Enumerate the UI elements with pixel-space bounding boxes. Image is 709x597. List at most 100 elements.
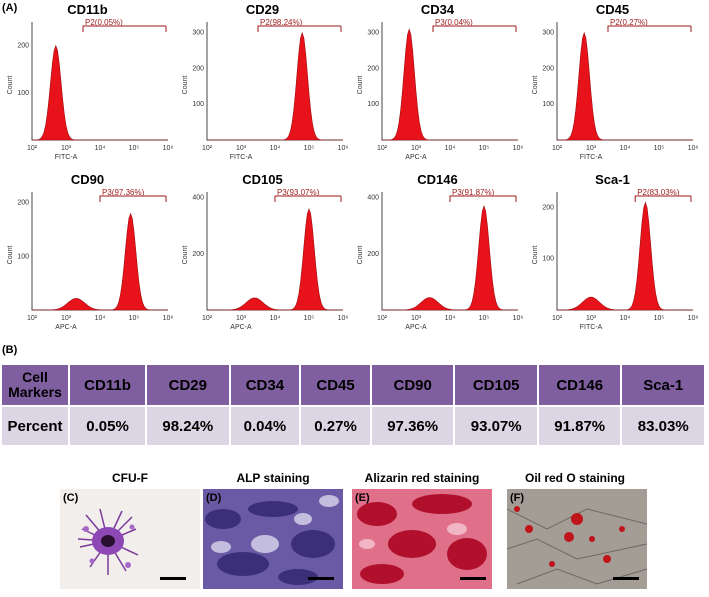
x-axis-label: FITC-A	[580, 324, 603, 330]
y-tick-label: 200	[17, 200, 29, 207]
histogram-area	[32, 212, 168, 311]
x-axis-label: FITC-A	[580, 154, 603, 160]
x-tick-label: 10⁶	[513, 145, 524, 152]
histogram-area	[382, 28, 518, 141]
x-tick-label: 10³	[236, 315, 247, 322]
x-tick-label: 10⁴	[445, 315, 456, 322]
y-tick-label: 200	[192, 65, 204, 72]
y-tick-label: 100	[542, 256, 554, 263]
header-cd11b: CD11b	[70, 365, 146, 405]
x-tick-label: 10³	[61, 315, 72, 322]
histogram-cd105: CD105 P3(93.07%) 10² 10³ 10⁴ 10⁵ 10⁶ APC-A 200 40…	[175, 170, 350, 330]
table-header-row: Cell Markers CD11b CD29 CD34 CD45 CD90 C…	[2, 365, 704, 405]
histogram-title: CD146	[417, 172, 458, 187]
y-tick-label: 300	[192, 30, 204, 37]
x-tick-label: 10⁵	[304, 315, 315, 322]
x-tick-label: 10⁴	[270, 145, 281, 152]
oil-red-o-stain-image	[507, 489, 647, 589]
y-tick-label: 200	[192, 251, 204, 258]
x-tick-label: 10⁴	[95, 145, 106, 152]
gate-label: P2(98.24%)	[260, 18, 303, 27]
histogram-cd90: CD90 P3(97.36%) 10² 10³ 10⁴ 10⁵ 10⁶ APC-A 100 200…	[0, 170, 175, 330]
x-tick-label: 10³	[586, 145, 597, 152]
photo-oilred: (F)	[507, 489, 647, 589]
y-tick-label: 100	[367, 101, 379, 108]
histogram-area	[32, 44, 168, 141]
y-axis-label: Count	[357, 246, 364, 265]
photo-label-c: (C)	[63, 492, 79, 504]
x-tick-label: 10⁵	[479, 145, 490, 152]
x-tick-label: 10³	[411, 315, 422, 322]
gate-label: P3(97.36%)	[102, 188, 145, 197]
gate-marker	[449, 195, 517, 202]
y-tick-label: 100	[17, 90, 29, 97]
axes	[381, 192, 518, 311]
x-tick-label: 10³	[411, 145, 422, 152]
histogram-cd29: CD29 P2(98.24%) 10² 10³ 10⁴ 10⁵ 10⁶ FITC-A 100 20…	[175, 0, 350, 160]
header-cell-markers: Cell Markers	[2, 365, 68, 405]
histogram-plot: P3(97.36%) 10² 10³ 10⁴ 10⁵ 10⁶ APC-A 100 200 Coun…	[7, 188, 174, 330]
x-axis-label: APC-A	[405, 324, 427, 330]
histogram-plot: P2(98.24%) 10² 10³ 10⁴ 10⁵ 10⁶ FITC-A 100 200 300…	[182, 18, 349, 160]
header-cd45: CD45	[301, 365, 370, 405]
axes	[31, 192, 168, 311]
histogram-title: Sca-1	[595, 172, 630, 187]
header-cd34: CD34	[230, 365, 300, 405]
gate-marker	[274, 195, 342, 202]
histogram-area	[207, 207, 343, 311]
y-axis-label: Count	[532, 76, 539, 95]
x-axis-label: FITC-A	[230, 154, 253, 160]
x-axis-label: APC-A	[230, 324, 252, 330]
header-cd146: CD146	[538, 365, 621, 405]
histogram-cd11b: CD11b P2(0.05%) 10² 10³ 10⁴ 10⁵ 10⁶ FITC-A 100 20…	[0, 0, 175, 160]
gate-marker	[82, 25, 167, 32]
photo-alp: (D)	[203, 489, 343, 589]
gate-label: P3(93.07%)	[277, 188, 320, 197]
histogram-title: CD90	[70, 172, 105, 187]
header-sca1: Sca-1	[622, 365, 704, 405]
photo-label-e: (E)	[355, 492, 370, 504]
y-tick-label: 200	[367, 65, 379, 72]
photo-label-f: (F)	[510, 492, 525, 504]
scale-bar-d	[308, 577, 334, 580]
scale-bar-c	[160, 577, 186, 580]
histogram-plot: P3(0.04%) 10² 10³ 10⁴ 10⁵ 10⁶ APC-A 100 200 300 Co…	[357, 18, 524, 160]
alizarin-stain-image	[352, 489, 492, 589]
y-tick-label: 200	[17, 43, 29, 50]
x-tick-label: 10⁵	[654, 315, 665, 322]
percent-cd105: 93.07%	[455, 407, 537, 445]
y-tick-label: 400	[367, 195, 379, 202]
axes	[556, 192, 693, 311]
percent-cd34: 0.04%	[230, 407, 300, 445]
x-tick-label: 10⁶	[338, 145, 349, 152]
row-label-percent: Percent	[2, 407, 68, 445]
gate-label: P3(0.04%)	[435, 18, 473, 27]
y-tick-label: 100	[17, 253, 29, 260]
histogram-plot: P3(91.87%) 10² 10³ 10⁴ 10⁵ 10⁶ APC-A 200 400 Coun…	[357, 188, 523, 330]
x-tick-label: 10⁶	[688, 315, 699, 322]
percent-sca1: 83.03%	[622, 407, 704, 445]
x-axis-label: FITC-A	[55, 154, 78, 160]
histogram-cd34: CD34 P3(0.04%) 10² 10³ 10⁴ 10⁵ 10⁶ APC-A 100 200 3…	[350, 0, 525, 160]
x-tick-label: 10⁴	[620, 145, 631, 152]
histogram-area	[557, 31, 693, 141]
y-axis-label: Count	[182, 246, 189, 265]
x-tick-label: 10⁶	[163, 315, 174, 322]
gate-label: P2(83.03%)	[637, 188, 680, 197]
y-axis-label: Count	[7, 246, 14, 265]
y-tick-label: 300	[367, 30, 379, 37]
x-tick-label: 10³	[61, 145, 72, 152]
header-cd105: CD105	[455, 365, 537, 405]
x-tick-label: 10²	[552, 145, 563, 152]
x-tick-label: 10²	[377, 315, 388, 322]
histogram-area	[207, 31, 343, 141]
x-tick-label: 10⁵	[654, 145, 665, 152]
photo-title-alizarin: Alizarin red staining	[364, 471, 480, 485]
x-tick-label: 10⁴	[95, 315, 106, 322]
x-tick-label: 10²	[377, 145, 388, 152]
x-tick-label: 10⁵	[479, 315, 490, 322]
x-tick-label: 10³	[236, 145, 247, 152]
x-tick-label: 10⁶	[688, 145, 699, 152]
scale-bar-e	[460, 577, 486, 580]
y-tick-label: 200	[542, 65, 554, 72]
